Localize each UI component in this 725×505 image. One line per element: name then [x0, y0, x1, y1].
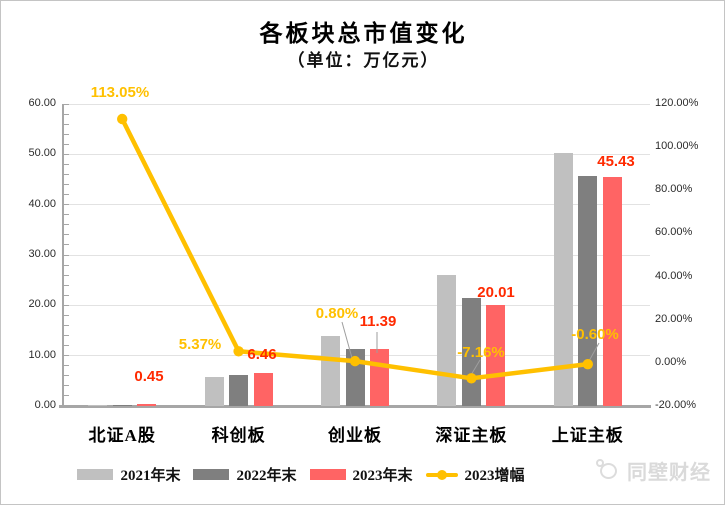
left-axis-tick — [63, 113, 69, 115]
legend: 2021年末 2022年末 2023年末 2023增幅 — [1, 464, 601, 485]
x-axis-category-label: 创业板 — [328, 426, 382, 445]
growth-value-label-上证主板: -0.60% — [571, 326, 619, 343]
left-axis-tick — [63, 264, 69, 266]
left-axis-tick — [63, 224, 69, 226]
legend-swatch-2021 — [77, 469, 114, 480]
x-axis-category-label: 科创板 — [211, 426, 266, 445]
left-axis-tick — [63, 153, 69, 155]
legend-item-growth: 2023增幅 — [425, 464, 525, 485]
y-axis-right-tick-label: 120.00% — [655, 97, 699, 109]
legend-label-2021: 2021年末 — [120, 468, 181, 484]
left-axis-tick — [63, 375, 69, 377]
y-axis-right-tick-label: 0.00% — [655, 355, 687, 368]
y-axis-right-tick-label: 60.00% — [655, 226, 693, 239]
left-axis-line — [61, 104, 64, 406]
bar-2022年末-北证A股 — [112, 404, 132, 406]
left-axis-tick — [63, 234, 69, 236]
left-axis-tick — [63, 204, 69, 206]
legend-swatch-2022 — [193, 469, 230, 480]
bar-2022年末-科创板 — [229, 375, 249, 406]
bar-2022年末-创业板 — [345, 349, 365, 406]
bar-2021年末-北证A股 — [88, 404, 108, 406]
left-axis-tick — [63, 163, 69, 165]
y-axis-right-tick-label: 40.00% — [655, 269, 693, 282]
y-axis-left-tick-label: 20.00 — [28, 298, 56, 311]
legend-item-2021: 2021年末 — [77, 464, 180, 485]
left-axis-tick — [63, 173, 69, 175]
bar-2021年末-科创板 — [204, 376, 224, 406]
bar-value-label-科创板: 6.46 — [247, 346, 277, 363]
growth-line-point-北证A股 — [117, 113, 128, 125]
x-axis-category-label: 上证主板 — [551, 426, 624, 445]
left-axis-tick — [63, 314, 69, 316]
left-axis-tick — [63, 143, 69, 145]
legend-label-2022: 2022年末 — [236, 468, 297, 484]
watermark-brand-name: 同壁财经 — [627, 462, 711, 484]
left-axis-tick — [63, 254, 69, 256]
left-axis-tick — [63, 123, 69, 125]
left-axis-tick — [63, 304, 69, 306]
y-axis-left-tick-label: 10.00 — [28, 348, 56, 361]
x-axis-category-label: 北证A股 — [88, 426, 156, 445]
legend-item-2022: 2022年末 — [193, 464, 297, 485]
bar-2021年末-深证主板 — [437, 275, 457, 406]
chart-title: 各板块总市值变化 — [259, 21, 468, 46]
y-axis-left-tick-label: 40.00 — [28, 197, 56, 210]
legend-line-marker-icon — [425, 469, 458, 480]
y-axis-left-tick-label: 30.00 — [28, 248, 56, 260]
left-axis-tick — [63, 214, 69, 216]
growth-value-label-深证主板: -7.16% — [457, 344, 505, 361]
bar-value-label-北证A股: 0.45 — [134, 368, 164, 385]
bar-2023年末-创业板 — [370, 348, 389, 406]
y-axis-left-tick-label: 0.00 — [34, 399, 56, 411]
left-axis-tick — [63, 324, 69, 326]
legend-label-2023: 2023年末 — [352, 468, 413, 484]
growth-value-label-科创板: 5.37% — [178, 336, 222, 353]
y-axis-left-tick-label: 50.00 — [28, 147, 56, 160]
panda-face-logo-icon — [595, 458, 621, 483]
left-axis-tick — [63, 335, 69, 337]
bottom-axis-line — [59, 405, 651, 408]
left-axis-tick — [63, 365, 69, 367]
x-axis-category-label: 深证主板 — [435, 426, 508, 445]
chart-subtitle: （单位：万亿元） — [287, 51, 440, 70]
bar-2022年末-上证主板 — [578, 175, 598, 406]
bar-value-label-深证主板: 20.01 — [477, 284, 515, 301]
left-axis-tick — [63, 385, 69, 387]
watermark: 同壁财经 — [595, 456, 711, 485]
left-axis-tick — [63, 405, 69, 407]
growth-value-label-北证A股: 113.05% — [90, 84, 150, 101]
gridline — [64, 103, 650, 105]
y-axis-right-tick-label: 20.00% — [655, 312, 693, 325]
bar-2021年末-上证主板 — [553, 152, 573, 406]
bar-2021年末-创业板 — [321, 335, 340, 406]
left-axis-tick — [63, 274, 69, 276]
y-axis-left-tick-label: 60.00 — [28, 97, 56, 109]
left-axis-tick — [63, 294, 69, 296]
y-axis-right-tick-label: 80.00% — [655, 183, 693, 196]
left-axis-tick — [63, 244, 69, 246]
bar-2023年末-上证主板 — [602, 177, 622, 406]
left-axis-tick — [63, 103, 69, 105]
left-axis-tick — [63, 284, 69, 286]
legend-swatch-2023 — [309, 469, 346, 480]
bar-2023年末-科创板 — [253, 373, 273, 406]
legend-label-growth: 2023增幅 — [464, 468, 525, 484]
bar-value-label-创业板: 11.39 — [359, 313, 397, 330]
left-axis-tick — [63, 194, 69, 196]
left-axis-tick — [63, 355, 69, 357]
left-axis-tick — [63, 345, 69, 347]
left-axis-tick — [63, 395, 69, 397]
legend-item-2023: 2023年末 — [309, 464, 413, 485]
bar-value-label-上证主板: 45.43 — [597, 153, 635, 170]
y-axis-right-tick-label: -20.00% — [655, 399, 696, 411]
y-axis-right-tick-label: 100.00% — [655, 140, 699, 153]
bar-2023年末-北证A股 — [137, 403, 157, 406]
left-axis-tick — [63, 133, 69, 135]
growth-value-label-创业板: 0.80% — [315, 305, 359, 322]
left-axis-tick — [63, 184, 69, 186]
